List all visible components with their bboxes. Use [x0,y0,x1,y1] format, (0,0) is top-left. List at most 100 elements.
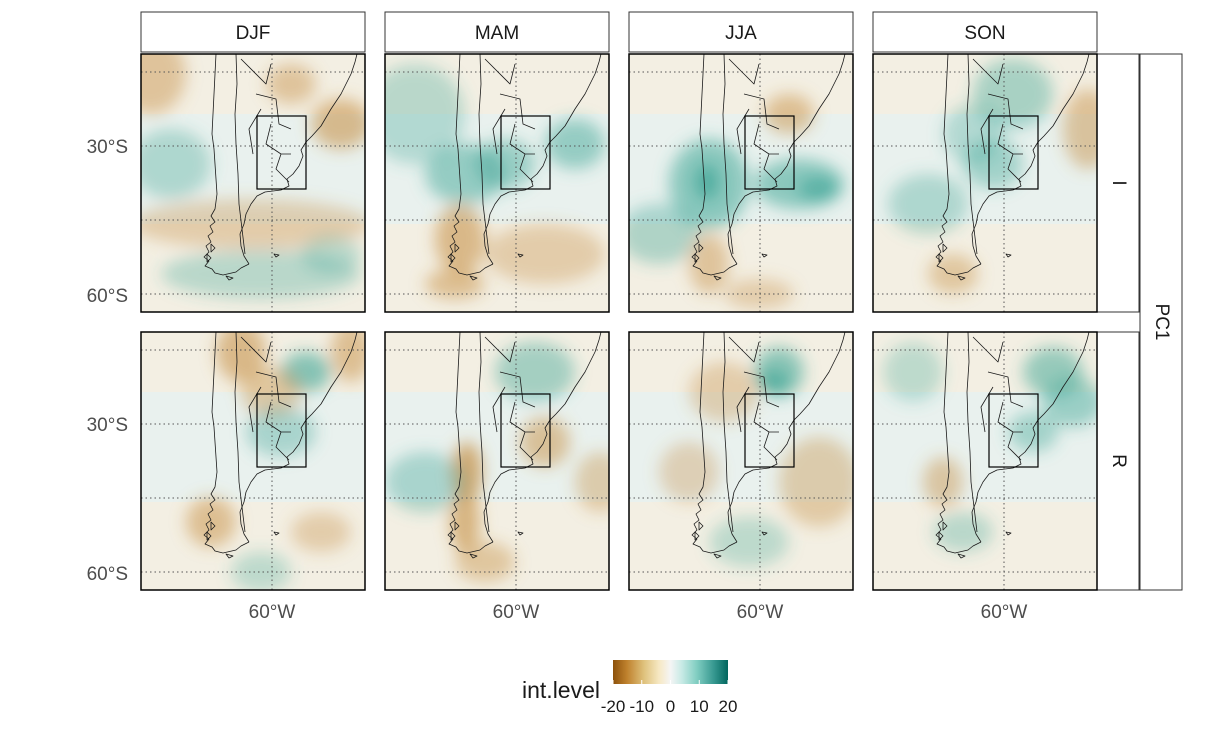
country-borders [478,332,536,533]
negative-anomaly [724,279,794,309]
y-tick-60s-row1: 60°S [87,286,128,307]
negative-anomaly [291,512,351,552]
negative-anomaly [455,542,515,582]
region-box [500,393,551,468]
coastline [447,54,602,281]
country-borders [478,54,536,255]
legend-tick-label: -10 [629,697,654,716]
negative-anomaly [331,332,365,382]
negative-anomaly [923,457,963,507]
positive-anomaly [888,174,968,234]
map-panel-djf-i [140,53,366,313]
strip-label-son: SON [964,23,1005,44]
panel-content [385,54,609,312]
graticule [629,54,853,312]
coast-line [239,54,358,265]
negative-anomaly [266,64,316,104]
coast-line [483,332,602,543]
graticule [141,54,365,312]
column-strips: DJF MAM JJA SON [140,11,1098,53]
legend: int.level -20 -10 0 10 20 [522,660,737,716]
coast-line [239,332,358,543]
strip-son: SON [872,11,1098,53]
positive-anomaly [629,204,699,264]
panel-content [629,332,853,590]
coast-line [935,54,982,276]
legend-tick-label: 10 [690,697,709,716]
positive-anomaly [695,164,719,200]
islands [694,243,768,281]
coastline [203,54,358,281]
islands [938,243,1012,281]
negative-anomaly [520,417,570,467]
country-borders [234,54,292,255]
strip-jja: JJA [628,11,854,53]
region-box [744,115,795,190]
coast-line [935,332,982,554]
negative-anomaly [450,492,480,552]
panel-content [629,54,853,312]
coast-line [447,54,494,276]
legend-ticks: -20 -10 0 10 20 [601,680,737,716]
coast-line [447,332,494,554]
region-box [744,393,795,468]
negative-anomaly [764,94,814,134]
legend-title: int.level [522,677,600,703]
map-panel-mam-i [384,53,610,313]
anomaly-field [629,94,844,309]
anomaly-field [659,347,853,567]
positive-anomaly [1043,377,1097,427]
positive-anomaly [973,59,1053,129]
negative-anomaly [141,54,186,114]
region-box [988,393,1039,468]
y-tick-30s-row2: 30°S [87,415,128,436]
positive-anomaly [943,104,1003,164]
negative-anomaly [216,332,266,382]
coast-line [727,332,846,543]
negative-anomaly [141,199,365,249]
graticule [873,54,1097,312]
coastline [203,332,358,559]
x-axis: 60°W 60°W 60°W 60°W [249,602,1028,623]
strip-label-pc1: PC1 [1151,304,1172,341]
coast-line [203,332,250,554]
positive-anomaly [799,177,839,201]
islands [206,521,280,559]
islands [206,243,280,281]
y-tick-30s-row1: 30°S [87,137,128,158]
negative-anomaly [485,224,605,284]
islands [450,521,524,559]
region-box [256,393,307,468]
anomaly-field [385,342,609,582]
coastline [935,54,1090,281]
anomaly-field [888,59,1097,294]
x-tick-60w-djf: 60°W [249,602,296,623]
positive-anomaly [545,119,605,169]
negative-anomaly [659,442,719,502]
positive-anomaly [301,234,361,274]
panel-content [873,54,1097,312]
positive-anomaly [933,512,993,552]
country-borders [722,54,780,255]
legend-tick-label: -20 [601,697,626,716]
positive-anomaly [1008,412,1058,452]
strip-row-r: R [1096,331,1140,591]
strip-label-row-i: I [1108,180,1129,185]
region-box [256,115,307,190]
positive-anomaly [883,342,943,402]
coast-line [971,332,1090,543]
country-borders [722,332,780,533]
panel-border [384,53,610,313]
panel-content [873,332,1097,590]
panel-content [141,54,365,312]
strip-label-row-r: R [1108,454,1129,468]
negative-anomaly [575,452,609,512]
coastline [691,332,846,559]
coast-line [691,54,738,276]
strip-label-djf: DJF [236,23,271,44]
row-strips: I R PC1 [1096,53,1183,591]
coastline [447,332,602,559]
strip-label-jja: JJA [725,23,757,44]
graticule [385,332,609,590]
